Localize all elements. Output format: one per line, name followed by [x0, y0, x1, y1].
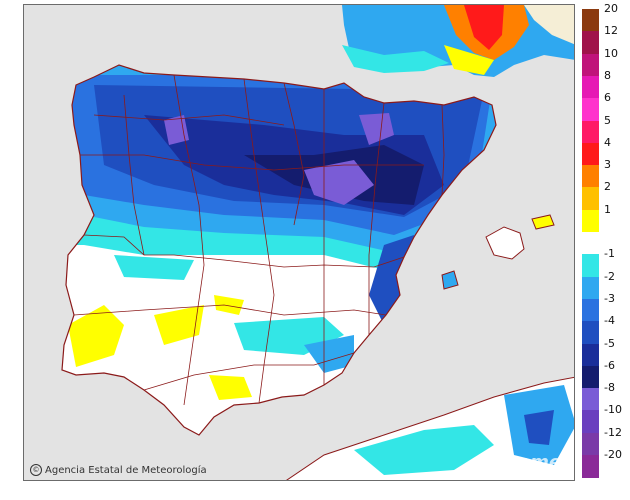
legend-label: 5 — [604, 113, 611, 127]
legend-swatch — [582, 276, 599, 300]
france-hot-core — [464, 5, 504, 50]
legend-label: -8 — [604, 381, 615, 395]
legend-label: -12 — [604, 425, 622, 439]
legend-label: -4 — [604, 314, 615, 328]
legend-label: -5 — [604, 336, 615, 350]
legend-label: -2 — [604, 269, 615, 283]
legend-label: 12 — [604, 24, 618, 38]
legend-swatch — [582, 232, 599, 255]
color-legend: 20 12 10 8 6 5 4 3 2 1 -1 -2 -3 -4 -5 -6 -8 -10 -12 -20 — [582, 3, 628, 479]
legend-swatch — [582, 142, 599, 166]
legend-swatch — [582, 410, 599, 434]
legend-label: 10 — [604, 46, 618, 60]
legend-label: 4 — [604, 135, 611, 149]
legend-swatch — [582, 31, 599, 55]
legend-swatch — [582, 343, 599, 367]
legend-swatch — [582, 209, 599, 233]
legend-swatch — [582, 9, 599, 32]
legend-label: -20 — [604, 448, 622, 461]
north-africa-cold-core — [524, 410, 554, 445]
legend-swatch — [582, 388, 599, 412]
legend-label: 1 — [604, 202, 611, 216]
watermark-text: gemer — [505, 452, 570, 473]
legend-swatch — [582, 298, 599, 322]
legend-label: -3 — [604, 291, 615, 305]
balearic-menorca — [531, 214, 555, 230]
legend-swatch — [582, 165, 599, 189]
france-cyan-strip — [342, 45, 449, 73]
legend-label: 2 — [604, 180, 611, 194]
copyright-icon: © — [30, 464, 42, 476]
legend-swatch — [582, 187, 599, 211]
balearic-mallorca — [485, 226, 525, 260]
iberia-outline — [61, 64, 497, 436]
legend-label: 3 — [604, 158, 611, 172]
legend-swatch — [582, 254, 599, 278]
legend-swatch — [582, 53, 599, 77]
province-boundaries — [73, 74, 445, 406]
legend-label: 6 — [604, 91, 611, 105]
legend-label: -10 — [604, 403, 622, 417]
agency-credit-text: Agencia Estatal de Meteorología — [45, 464, 207, 476]
legend-swatch — [582, 75, 599, 99]
legend-swatch — [582, 432, 599, 456]
temperature-anomaly-map — [23, 4, 575, 481]
legend-label: -6 — [604, 358, 615, 372]
france-mild-band — [444, 45, 494, 75]
legend-swatch — [582, 321, 599, 345]
north-africa-land — [286, 376, 574, 480]
legend-swatch — [582, 455, 599, 478]
map-canvas — [61, 5, 574, 480]
legend-swatch — [582, 120, 599, 144]
france-white-patch — [524, 5, 574, 45]
legend-swatch — [582, 365, 599, 389]
north-africa-cold-patch — [354, 425, 494, 475]
legend-swatch — [582, 98, 599, 122]
balearic-ibiza — [441, 270, 459, 290]
legend-label: 20 — [604, 2, 618, 15]
agency-credit: © Agencia Estatal de Meteorología — [30, 464, 207, 476]
legend-label: -1 — [604, 247, 615, 261]
legend-label: 8 — [604, 68, 611, 82]
